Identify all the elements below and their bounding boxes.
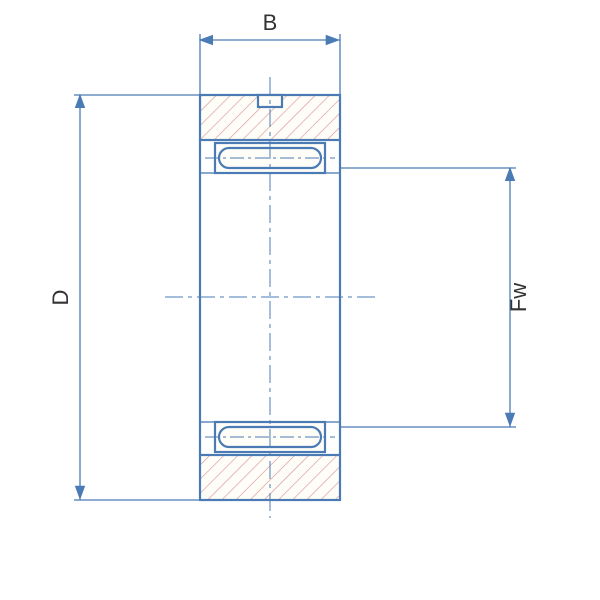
label-D: D [48,290,73,306]
label-B: B [263,10,278,35]
label-Fw: Fw [506,283,531,312]
bearing-cross-section: B D Fw [0,0,600,600]
